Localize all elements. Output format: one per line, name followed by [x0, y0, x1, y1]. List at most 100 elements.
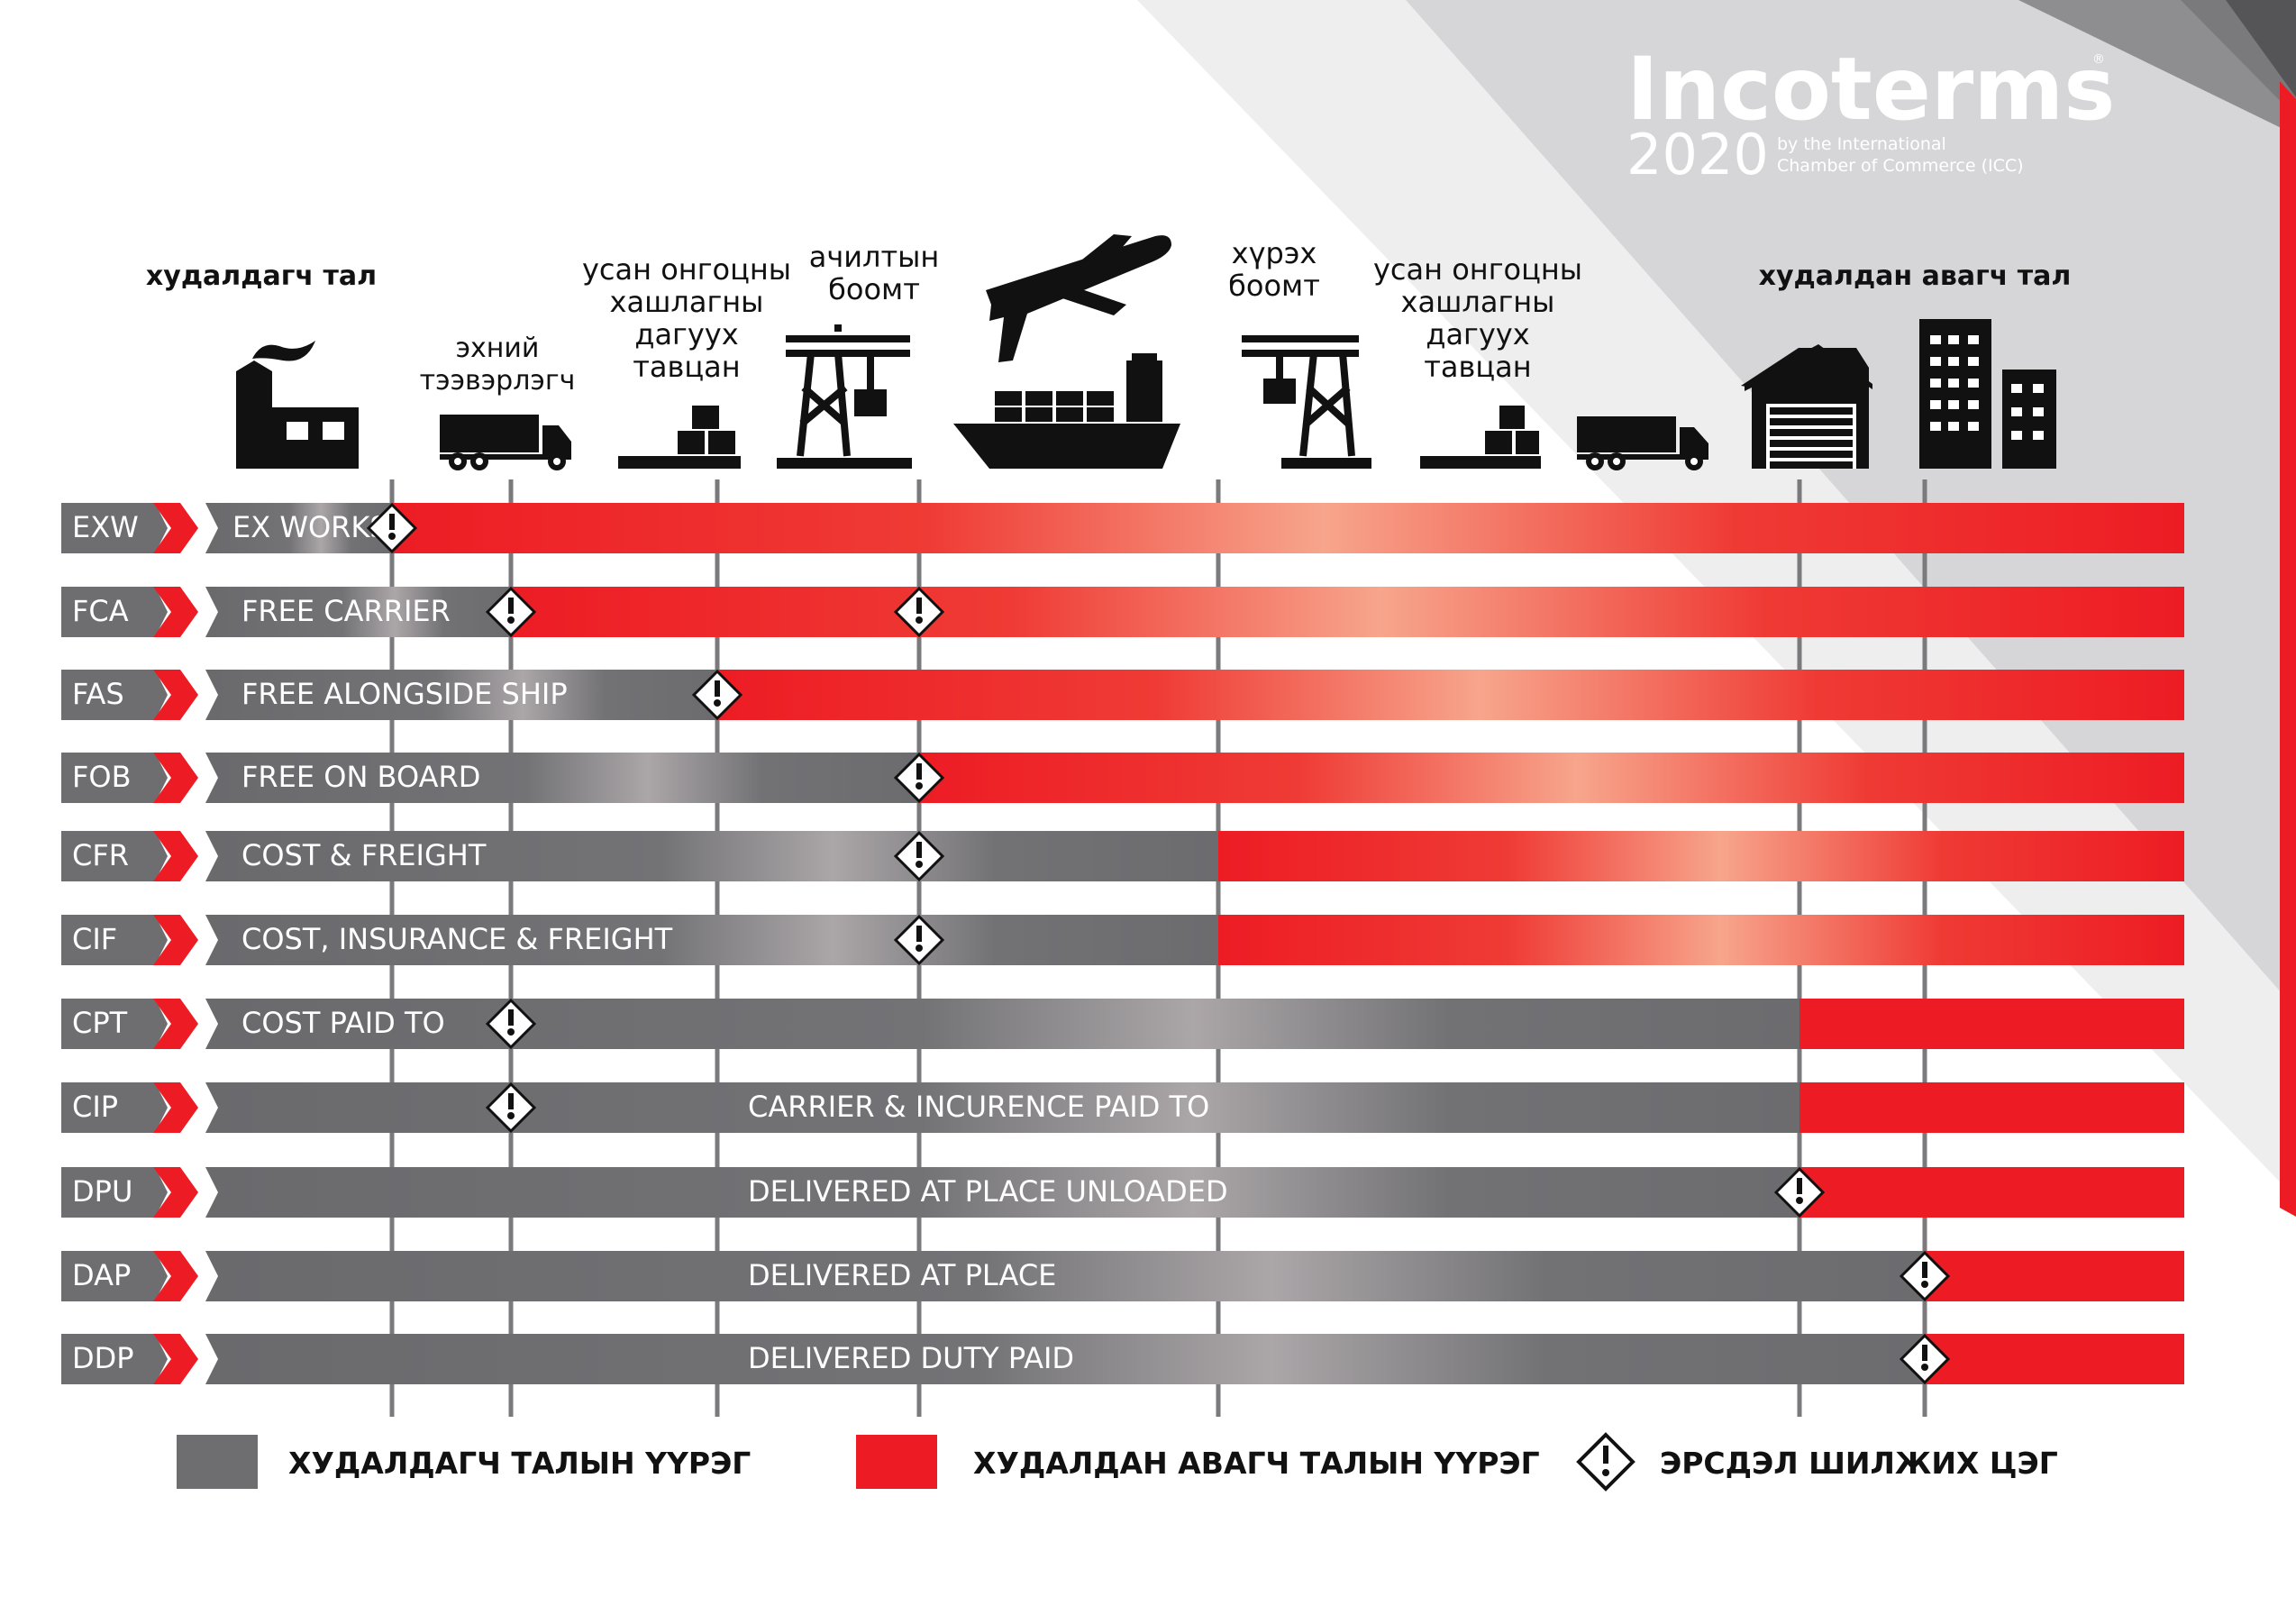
logo-year: 2020 [1626, 122, 1769, 187]
buyer-obligation-bar [1799, 999, 2184, 1049]
dock2-heading-line3: дагуух [1426, 317, 1529, 351]
column-headings: худалдагч тал эхний тээвэрлэгч усан онго… [146, 236, 2071, 397]
legend-buyer-label: ХУДАЛДАН АВАГЧ ТАЛЫН ҮҮРЭГ [973, 1446, 1540, 1481]
term-code-chevron [153, 1082, 198, 1133]
term-code-chevron [153, 753, 198, 803]
term-code-chevron [153, 670, 198, 720]
logo-title: Incoterms [1626, 39, 2115, 140]
buyer-obligation-bar [392, 503, 2184, 553]
incoterms-rows: EXW EX WORKS FCA FREE CARRIER FAS FREE ALONGS… [61, 502, 2184, 1385]
seller-obligation-bar [205, 587, 511, 637]
buyer-obligation-bar [717, 670, 2184, 720]
term-name: COST & FREIGHT [241, 838, 487, 872]
risk-transfer-icon [893, 830, 945, 882]
loading-port-heading-line1: ачилтын [809, 240, 940, 274]
risk-transfer-icon [691, 669, 743, 721]
risk-transfer-icon [485, 998, 537, 1050]
warehouse-icon [1741, 344, 1872, 469]
port-crane-icon [1242, 335, 1371, 469]
legend-risk-icon [1576, 1432, 1635, 1492]
truck-icon [1577, 416, 1708, 470]
term-code: CIF [72, 922, 117, 956]
term-code-chevron [153, 999, 198, 1049]
cargo-ship-icon [953, 353, 1180, 469]
seller-obligation-bar [205, 503, 392, 553]
pallet-boxes-icon [1420, 406, 1541, 469]
legend-buyer-swatch [856, 1435, 937, 1489]
pallet-boxes-icon [618, 406, 741, 469]
term-code-tab [61, 587, 168, 637]
truck-icon [440, 415, 571, 470]
term-name: COST, INSURANCE & FREIGHT [241, 922, 673, 956]
incoterms-logo: Incoterms ® 2020 by the International Ch… [1626, 39, 2115, 187]
term-row-cfr: CFR COST & FREIGHT [61, 830, 2184, 882]
term-code: CIP [72, 1090, 118, 1124]
seller-obligation-bar [205, 831, 1218, 881]
term-code-tab [61, 831, 168, 881]
seller-obligation-bar [205, 1251, 1925, 1301]
buyer-obligation-bar [1799, 1167, 2184, 1218]
term-code-chevron [153, 831, 198, 881]
term-code-tab [61, 1167, 168, 1218]
seller-obligation-bar [205, 999, 1799, 1049]
term-row-fas: FAS FREE ALONGSIDE SHIP [61, 669, 2184, 721]
dock1-heading-line4: тавцан [633, 350, 740, 384]
airplane-icon [986, 234, 1171, 362]
dock2-heading-line4: тавцан [1424, 350, 1531, 384]
term-row-dpu: DPU DELIVERED AT PLACE UNLOADED [61, 1166, 2184, 1218]
term-code: DAP [72, 1258, 131, 1292]
term-row-exw: EXW EX WORKS [61, 502, 2184, 554]
term-name: FREE ON BOARD [241, 760, 480, 794]
term-code-chevron [153, 1334, 198, 1384]
risk-transfer-icon [893, 586, 945, 638]
term-code: FCA [72, 594, 129, 628]
risk-transfer-icon [893, 914, 945, 966]
term-code-tab [61, 1082, 168, 1133]
seller-obligation-bar [205, 1082, 1799, 1133]
term-row-fob: FOB FREE ON BOARD [61, 752, 2184, 804]
risk-transfer-icon [1899, 1250, 1951, 1302]
term-code-chevron [153, 503, 198, 553]
loading-port-heading-line2: боомт [828, 272, 920, 306]
term-code: EXW [72, 510, 139, 544]
term-code: CFR [72, 838, 129, 872]
arrival-port-heading-line2: боомт [1228, 269, 1320, 303]
term-code-chevron [153, 587, 198, 637]
term-name: FREE CARRIER [241, 594, 451, 628]
term-name: DELIVERED AT PLACE [748, 1258, 1056, 1292]
city-buildings-icon [1919, 319, 2056, 469]
dock1-heading-line1: усан онгоцны [582, 252, 791, 287]
dock1-heading-line2: хашлагны [610, 285, 764, 319]
seller-obligation-bar [205, 915, 1218, 965]
term-code: FOB [72, 760, 132, 794]
term-code: DPU [72, 1174, 132, 1209]
term-code-tab [61, 670, 168, 720]
logo-registered-mark: ® [2092, 52, 2105, 67]
term-row-dap: DAP DELIVERED AT PLACE [61, 1250, 2184, 1302]
term-row-ddp: DDP DELIVERED DUTY PAID [61, 1333, 2184, 1385]
term-code-chevron [153, 1251, 198, 1301]
legend-seller-swatch [177, 1435, 258, 1489]
term-name: DELIVERED DUTY PAID [748, 1341, 1074, 1375]
term-row-fca: FCA FREE CARRIER [61, 586, 2184, 638]
first-carrier-heading-line2: тээвэрлэгч [420, 365, 576, 397]
buyer-side-heading: худалдан авагч тал [1759, 260, 2072, 292]
term-code: FAS [72, 677, 124, 711]
term-name: FREE ALONGSIDE SHIP [241, 677, 568, 711]
factory-icon [236, 341, 359, 469]
risk-transfer-icon [893, 752, 945, 804]
dock1-heading-line3: дагуух [634, 317, 738, 351]
term-code-chevron [153, 1167, 198, 1218]
term-name: COST PAID TO [241, 1006, 445, 1040]
port-crane-icon [777, 324, 912, 469]
buyer-obligation-bar [1218, 831, 2184, 881]
risk-transfer-icon [1899, 1333, 1951, 1385]
term-code-tab [61, 753, 168, 803]
seller-obligation-bar [205, 670, 717, 720]
term-row-cpt: CPT COST PAID TO [61, 998, 2184, 1050]
term-row-cip: CIP CARRIER & INCURENCE PAID TO [61, 1081, 2184, 1134]
risk-transfer-icon [366, 502, 418, 554]
dock2-heading-line2: хашлагны [1401, 285, 1555, 319]
term-row-cif: CIF COST, INSURANCE & FREIGHT [61, 914, 2184, 966]
